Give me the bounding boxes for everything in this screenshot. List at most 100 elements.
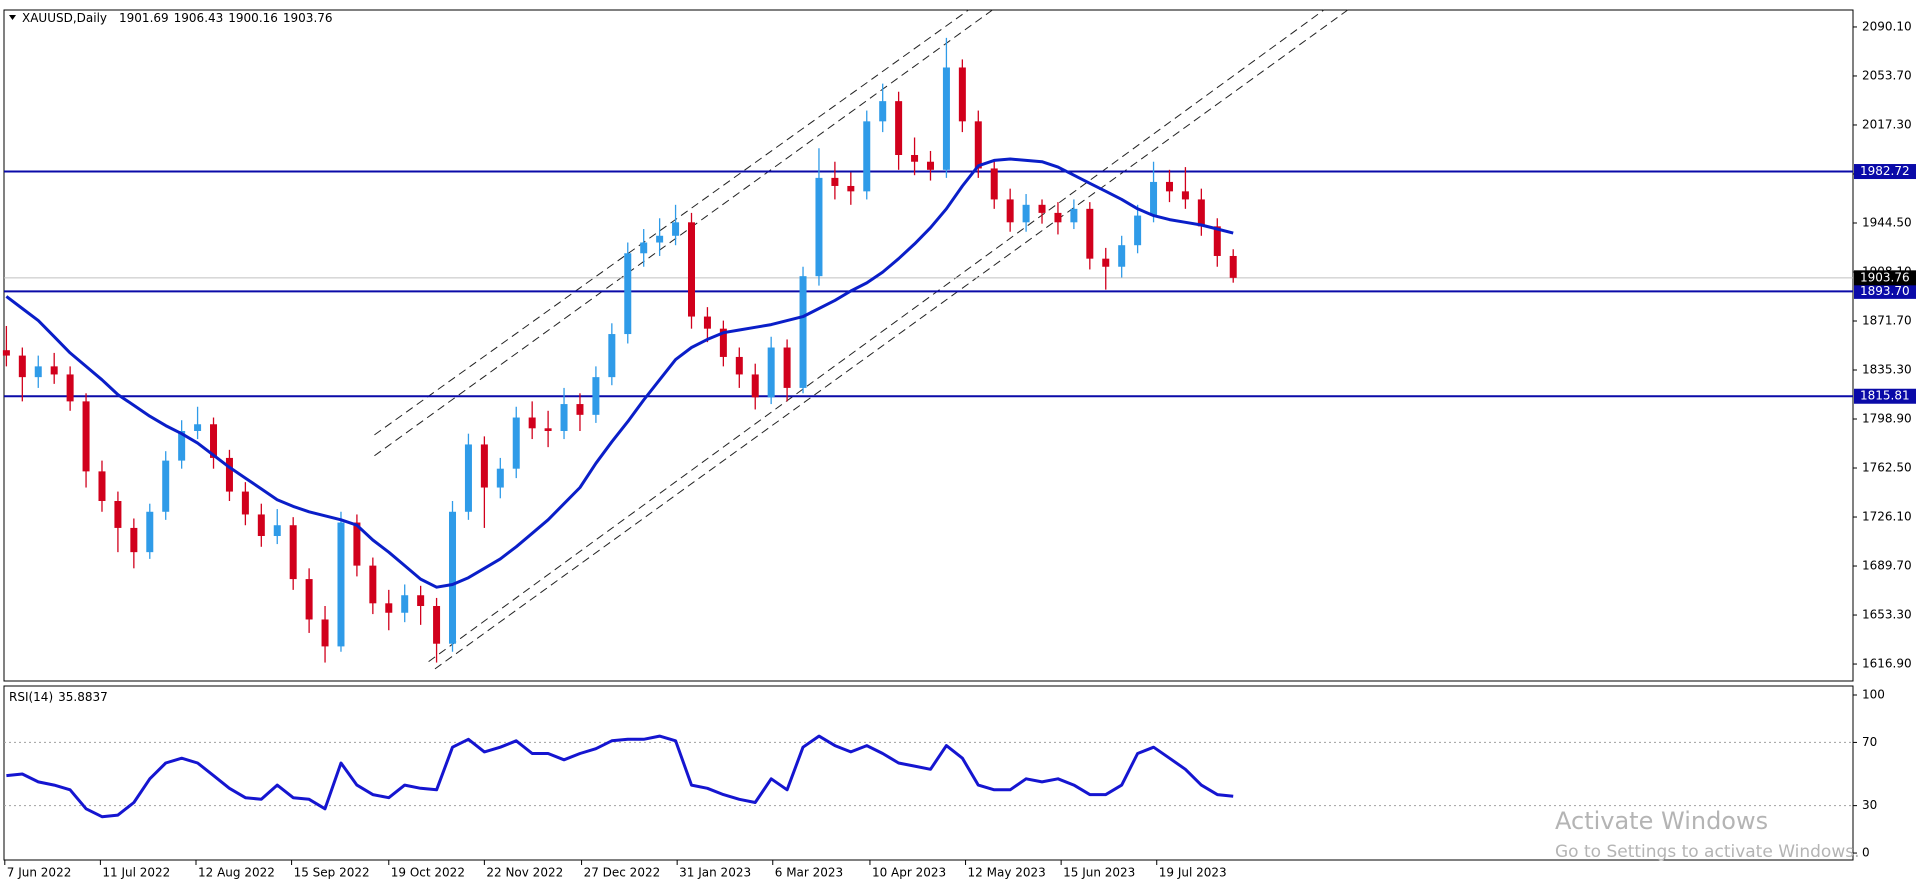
x-tick-label: 7 Jun 2022 bbox=[7, 866, 72, 880]
candle-body bbox=[672, 222, 680, 236]
level-tag-label: 1815.81 bbox=[1860, 389, 1910, 403]
x-tick-label: 19 Jul 2023 bbox=[1159, 866, 1227, 880]
price-panel bbox=[3, 9, 1854, 682]
candle-body bbox=[162, 460, 170, 512]
x-tick-label: 31 Jan 2023 bbox=[679, 866, 751, 880]
x-tick-label: 15 Jun 2023 bbox=[1063, 866, 1135, 880]
candle-body bbox=[544, 428, 552, 431]
candle-body bbox=[656, 235, 664, 243]
low-price: 1900.16 bbox=[228, 11, 278, 25]
candle-body bbox=[225, 457, 233, 492]
candle-body bbox=[1006, 199, 1014, 223]
candle-body bbox=[1213, 226, 1221, 256]
candle-body bbox=[1134, 215, 1142, 246]
candle-body bbox=[1165, 181, 1173, 192]
rsi-header: RSI(14) 35.8837 bbox=[9, 690, 108, 704]
price-tag-label: 1903.76 bbox=[1860, 270, 1910, 284]
candle-body bbox=[640, 242, 648, 254]
y-tick-label: 100 bbox=[1862, 688, 1885, 702]
candle-body bbox=[1150, 181, 1158, 216]
y-tick-label: 1762.50 bbox=[1862, 461, 1912, 475]
candle-body bbox=[449, 511, 457, 644]
trend-line bbox=[374, 9, 970, 436]
candle-body bbox=[369, 565, 377, 604]
candle-body bbox=[1038, 204, 1046, 213]
trend-line bbox=[428, 9, 1325, 663]
candle-body bbox=[50, 366, 58, 375]
y-tick-label: 1798.90 bbox=[1862, 412, 1912, 426]
candle-body bbox=[34, 366, 42, 378]
candle-body bbox=[257, 514, 265, 537]
candle-body bbox=[464, 444, 472, 512]
x-tick-label: 10 Apr 2023 bbox=[872, 866, 946, 880]
candle-body bbox=[608, 334, 616, 378]
level-tag bbox=[1854, 388, 1916, 404]
level-tag bbox=[1854, 164, 1916, 180]
candle-body bbox=[799, 276, 807, 388]
candle-body bbox=[289, 525, 297, 580]
candle-body bbox=[337, 522, 345, 647]
candle-body bbox=[305, 579, 313, 620]
x-tick-label: 6 Mar 2023 bbox=[775, 866, 843, 880]
candle-body bbox=[719, 328, 727, 357]
y-tick-label: 1689.70 bbox=[1862, 559, 1912, 573]
candle-body bbox=[974, 121, 982, 169]
candle-body bbox=[895, 101, 903, 155]
close-price: 1903.76 bbox=[283, 11, 333, 25]
candle-body bbox=[1102, 258, 1110, 267]
open-price: 1901.69 bbox=[119, 11, 169, 25]
candle-body bbox=[512, 417, 520, 469]
candle-body bbox=[146, 511, 154, 553]
candle-body bbox=[1086, 208, 1094, 259]
rsi-panel bbox=[3, 685, 1854, 861]
candle-body bbox=[82, 401, 90, 472]
y-tick-label: 2017.30 bbox=[1862, 117, 1912, 131]
y-tick-label: 1871.70 bbox=[1862, 313, 1912, 327]
y-tick-label: 2090.10 bbox=[1862, 19, 1912, 33]
x-tick-label: 22 Nov 2022 bbox=[486, 866, 563, 880]
candle-body bbox=[210, 424, 218, 458]
candle-body bbox=[831, 177, 839, 186]
level-tag-label: 1893.70 bbox=[1860, 284, 1910, 298]
rsi-title: RSI(14) bbox=[9, 690, 53, 704]
candle-body bbox=[990, 168, 998, 200]
x-tick-label: 27 Dec 2022 bbox=[584, 866, 661, 880]
collapse-icon[interactable] bbox=[9, 15, 16, 20]
x-tick-label: 15 Sep 2022 bbox=[294, 866, 370, 880]
candle-body bbox=[767, 347, 775, 398]
candle-body bbox=[879, 101, 887, 122]
moving-average bbox=[5, 157, 1234, 589]
candle-body bbox=[911, 154, 919, 162]
candle-body bbox=[273, 525, 281, 537]
x-tick-label: 11 Jul 2022 bbox=[102, 866, 170, 880]
candle-body bbox=[560, 404, 568, 431]
candle-body bbox=[592, 377, 600, 415]
candle-body bbox=[847, 185, 855, 192]
candle-body bbox=[751, 374, 759, 398]
candle-body bbox=[815, 177, 823, 277]
chart-title: XAUUSD,Daily bbox=[22, 11, 107, 25]
chart-header: XAUUSD,Daily 1901.69 1906.43 1900.16 1903.76 bbox=[22, 11, 333, 25]
candle-body bbox=[178, 430, 186, 461]
candle-body bbox=[1181, 191, 1189, 200]
level-tag-label: 1982.72 bbox=[1860, 164, 1910, 178]
candle-body bbox=[353, 522, 361, 566]
candle-body bbox=[1197, 199, 1205, 227]
candle-body bbox=[98, 471, 106, 501]
candle-body bbox=[66, 374, 74, 402]
y-tick-label: 1653.30 bbox=[1862, 608, 1912, 622]
candle-body bbox=[433, 606, 441, 644]
candle-body bbox=[703, 316, 711, 329]
candle-body bbox=[1118, 245, 1126, 267]
y-tick-label: 70 bbox=[1862, 735, 1877, 749]
x-tick-label: 12 May 2023 bbox=[968, 866, 1046, 880]
level-tag bbox=[1854, 283, 1916, 299]
candle-body bbox=[130, 527, 138, 553]
candle-body bbox=[1070, 208, 1078, 223]
candle-body bbox=[2, 350, 10, 356]
candle-body bbox=[528, 417, 536, 429]
y-tick-label: 1835.30 bbox=[1862, 363, 1912, 377]
candle-body bbox=[783, 347, 791, 388]
